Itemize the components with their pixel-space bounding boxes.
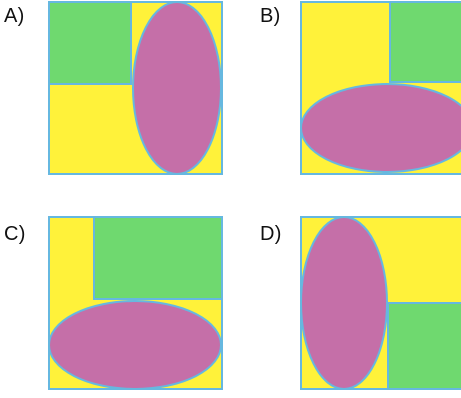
option-c-pink-ellipse — [48, 300, 222, 390]
option-d-pink-ellipse — [300, 216, 388, 390]
option-d-figure — [300, 216, 461, 390]
option-a-green-square — [48, 1, 132, 85]
option-d-green-square — [387, 302, 461, 390]
option-b-figure — [300, 1, 461, 175]
option-d-label: D) — [260, 223, 282, 245]
option-b-green-square — [389, 1, 461, 83]
option-a-figure — [48, 1, 223, 175]
option-c-figure — [48, 216, 223, 390]
option-a-pink-ellipse — [132, 1, 222, 175]
option-c-label: C) — [4, 223, 26, 245]
option-a-label: A) — [4, 5, 25, 27]
option-b-label: B) — [260, 5, 281, 27]
option-c-green-square — [93, 216, 223, 300]
option-b-pink-ellipse — [300, 83, 461, 173]
